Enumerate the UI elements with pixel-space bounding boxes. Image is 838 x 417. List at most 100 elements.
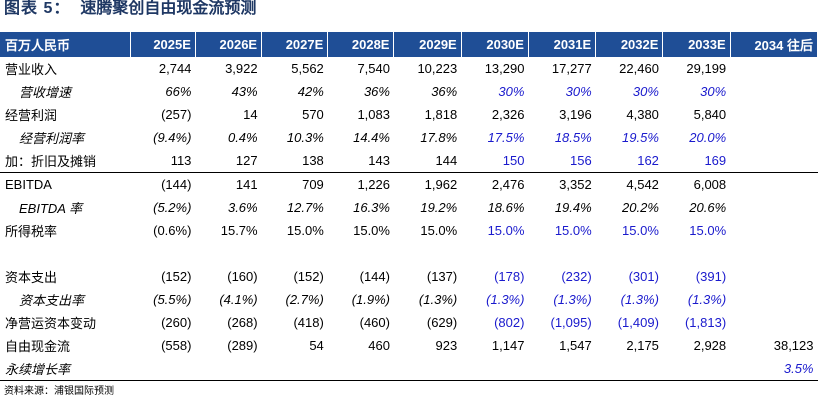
- cell-value: [327, 357, 394, 381]
- cell-value: [730, 219, 817, 242]
- cell-value: (1.3%): [418, 292, 458, 307]
- cell-value: 570: [302, 107, 324, 122]
- table-row: 经营利润率 (9.4%) 0.4% 10.3% 14.4% 17.8% 17.5% 18.5%…: [0, 126, 818, 149]
- cell-value: [130, 357, 196, 381]
- cell-value: (1,409): [617, 315, 659, 330]
- row-label: 营收增速: [19, 85, 72, 100]
- cell-value: [262, 242, 328, 265]
- cell-value: 13,290: [484, 61, 525, 76]
- cell-value: (178): [494, 269, 525, 284]
- cell-value: (301): [628, 269, 659, 284]
- cell-value: (1,095): [550, 315, 592, 330]
- cell-value: 19.2%: [420, 200, 458, 215]
- cell-value: (629): [426, 315, 458, 330]
- header-year: 2030E: [461, 32, 529, 57]
- cell-value: 19.4%: [554, 200, 592, 215]
- cell-value: [730, 172, 818, 196]
- table-row: 资本支出 (152) (160) (152) (144) (137) (178) (232) (…: [0, 265, 818, 288]
- cell-value: [393, 357, 462, 381]
- header-unit: 百万人民币: [0, 32, 131, 57]
- spacer-row: [0, 242, 818, 265]
- cell-value: [730, 103, 817, 126]
- cell-value: [730, 126, 817, 149]
- cell-value: [730, 242, 817, 265]
- cell-value: 12.7%: [286, 200, 324, 215]
- cell-value: 15.0%: [353, 223, 390, 238]
- cell-value: [528, 357, 596, 381]
- table-row: 营业收入 2,744 3,922 5,562 7,540 10,223 13,290 17,2…: [0, 57, 818, 80]
- cell-value: (260): [161, 315, 192, 330]
- figure-label: 图表 5：: [4, 0, 71, 17]
- cell-value: (4.1%): [219, 292, 258, 307]
- cell-value: [596, 242, 663, 265]
- header-year: 2028E: [327, 32, 395, 57]
- cell-value: 19.5%: [622, 130, 659, 145]
- cell-value: 3,922: [225, 61, 258, 76]
- cell-value: [730, 311, 817, 334]
- row-label: EBITDA: [0, 172, 131, 196]
- cell-value: 17,277: [551, 61, 592, 76]
- cell-value: [130, 242, 195, 265]
- cell-value: 30%: [565, 84, 592, 99]
- cell-value: 36%: [363, 84, 390, 99]
- row-label: 加：折旧及摊销: [5, 154, 97, 169]
- cell-value: 20.2%: [622, 200, 659, 215]
- cell-value: 15.7%: [220, 223, 258, 238]
- header-terminal: 2034 往后: [730, 32, 819, 57]
- cell-value: [328, 242, 394, 265]
- cell-value: 7,540: [357, 61, 390, 76]
- cell-value: 38,123: [773, 338, 814, 353]
- row-label: 永续增长率: [0, 357, 131, 381]
- table-row: 永续增长率 3.5%: [0, 357, 818, 381]
- cell-value: [662, 357, 731, 381]
- cell-value: 30%: [498, 84, 525, 99]
- cell-value: 15.0%: [554, 223, 592, 238]
- cell-value: 30%: [632, 84, 659, 99]
- table-row: EBITDA 率 (5.2%) 3.6% 12.7% 16.3% 19.2% 18.6% 19…: [0, 196, 818, 219]
- cell-value: 113: [170, 153, 192, 168]
- table-row: 所得税率 (0.6%) 15.7% 15.0% 15.0% 15.0% 15.0% 15.0%…: [0, 219, 818, 242]
- cell-value: (232): [561, 269, 592, 284]
- cell-value: [528, 242, 595, 265]
- cell-value: 36%: [431, 84, 458, 99]
- cell-value: 156: [569, 153, 592, 168]
- cell-value: 127: [235, 153, 258, 168]
- table-row: 自由现金流 (558) (289) 54 460 923 1,147 1,547 2,175 2,…: [0, 334, 818, 357]
- cell-value: 4,542: [595, 172, 663, 196]
- cell-value: 17.5%: [487, 130, 525, 145]
- table-row: 加：折旧及摊销 113 127 138 143 144 150 156 162 169: [0, 149, 818, 173]
- cell-value: 15.0%: [487, 223, 525, 238]
- cell-value: 14.4%: [353, 130, 390, 145]
- cell-value: 460: [368, 338, 390, 353]
- header-year: 2031E: [528, 32, 597, 57]
- cell-value: (160): [227, 269, 258, 284]
- cell-value: [730, 265, 817, 288]
- row-label: 经营利润率: [19, 131, 85, 146]
- cell-value: [195, 357, 262, 381]
- table-row: 经营利润 (257) 14 570 1,083 1,818 2,326 3,196 4,380 5…: [0, 103, 818, 126]
- cell-value: 1,147: [491, 338, 525, 353]
- header-year: 2029E: [393, 32, 462, 57]
- cell-value: (1.3%): [486, 292, 525, 307]
- cell-value: (1.9%): [351, 292, 390, 307]
- table-row: EBITDA (144) 141 709 1,226 1,962 2,476 3,352 4,5…: [0, 172, 818, 196]
- row-label: [0, 242, 130, 265]
- cell-value: 143: [368, 153, 390, 168]
- fcf-forecast-table: 百万人民币 2025E 2026E 2027E 2028E 2029E 2030…: [0, 32, 819, 381]
- cell-value: 2,744: [158, 61, 192, 76]
- figure-title: 图表 5： 速腾聚创自由现金流预测: [4, 0, 256, 22]
- row-label: 资本支出率: [19, 293, 85, 308]
- cell-value: 2,326: [491, 107, 525, 122]
- cell-value: (1.3%): [620, 292, 659, 307]
- cell-value: (391): [695, 269, 727, 284]
- cell-value: 5,840: [693, 107, 727, 122]
- cell-value: 709: [261, 172, 328, 196]
- table-row: 资本支出率 (5.5%) (4.1%) (2.7%) (1.9%) (1.3%) (1.3%…: [0, 288, 818, 311]
- row-label: 所得税率: [5, 224, 58, 239]
- cell-value: 1,226: [327, 172, 394, 196]
- header-row: 百万人民币 2025E 2026E 2027E 2028E 2029E 2030…: [0, 32, 819, 57]
- cell-value: (152): [161, 269, 192, 284]
- row-label: 净营运资本变动: [5, 316, 97, 331]
- cell-value: (268): [227, 315, 258, 330]
- header-year: 2026E: [195, 32, 263, 57]
